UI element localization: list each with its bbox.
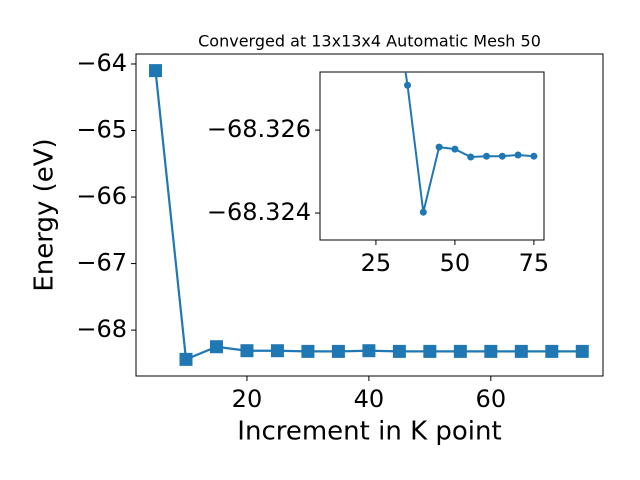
marker — [419, 208, 427, 216]
x-tick-label: 25 — [361, 249, 392, 277]
marker — [545, 344, 559, 358]
x-tick-label: 20 — [232, 385, 263, 413]
marker — [362, 344, 376, 358]
marker — [149, 64, 163, 78]
y-tick-label: −64 — [76, 49, 127, 77]
marker — [498, 152, 506, 160]
marker — [270, 344, 284, 358]
marker — [575, 344, 589, 358]
y-tick-label: −66 — [76, 182, 127, 210]
marker — [530, 152, 538, 160]
y-tick-label: −68.324 — [207, 198, 311, 226]
marker — [514, 151, 522, 159]
x-tick-label: 75 — [519, 249, 550, 277]
marker — [435, 143, 443, 151]
marker — [301, 344, 315, 358]
y-tick-label: −68.326 — [207, 115, 311, 143]
chart-title: Converged at 13x13x4 Automatic Mesh 50 — [198, 32, 541, 51]
y-tick-label: −67 — [76, 249, 127, 277]
marker — [209, 340, 223, 354]
marker — [453, 344, 467, 358]
x-tick-label: 40 — [354, 385, 385, 413]
y-axis-label: Energy (eV) — [30, 138, 60, 291]
marker — [179, 352, 193, 366]
x-axis-label: Increment in K point — [237, 417, 501, 447]
marker — [482, 152, 490, 160]
marker — [484, 344, 498, 358]
marker — [331, 344, 345, 358]
marker — [514, 344, 528, 358]
marker — [404, 81, 412, 89]
marker — [240, 344, 254, 358]
axes-frame — [319, 71, 545, 241]
marker — [467, 153, 475, 161]
x-tick-label: 60 — [476, 385, 507, 413]
y-tick-label: −68 — [76, 315, 127, 343]
axes-frame — [135, 53, 604, 377]
y-tick-label: −65 — [76, 116, 127, 144]
marker — [423, 344, 437, 358]
x-tick-label: 50 — [440, 249, 471, 277]
data-line — [404, 72, 534, 213]
marker — [392, 344, 406, 358]
marker — [451, 145, 459, 153]
